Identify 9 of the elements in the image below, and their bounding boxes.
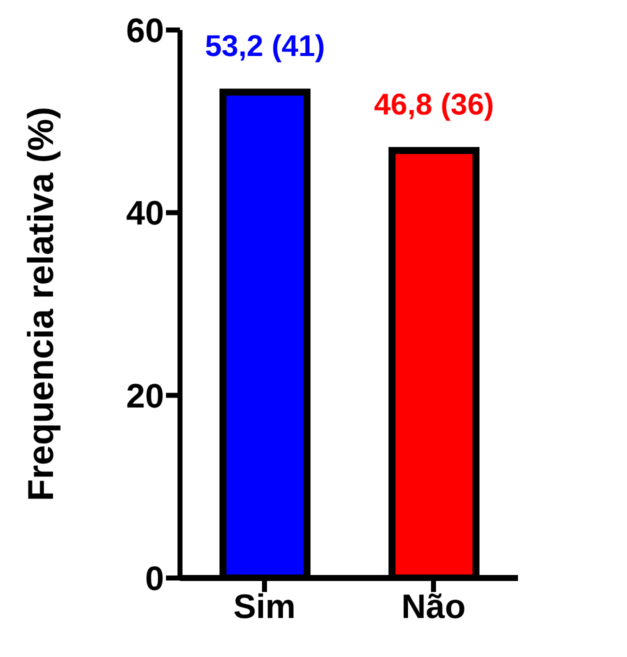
x-tick-label: Não	[401, 588, 466, 626]
y-tick-label: 40	[126, 194, 164, 233]
y-axis-title: Frequencia relativa (%)	[20, 106, 61, 502]
data-label: 46,8 (36)	[374, 88, 494, 122]
y-tick-label: 20	[126, 377, 164, 416]
y-tick-label: 0	[145, 560, 164, 598]
data-label: 53,2 (41)	[204, 30, 326, 64]
x-tick-label: Sim	[233, 588, 296, 626]
y-tick-label: 60	[126, 12, 164, 50]
